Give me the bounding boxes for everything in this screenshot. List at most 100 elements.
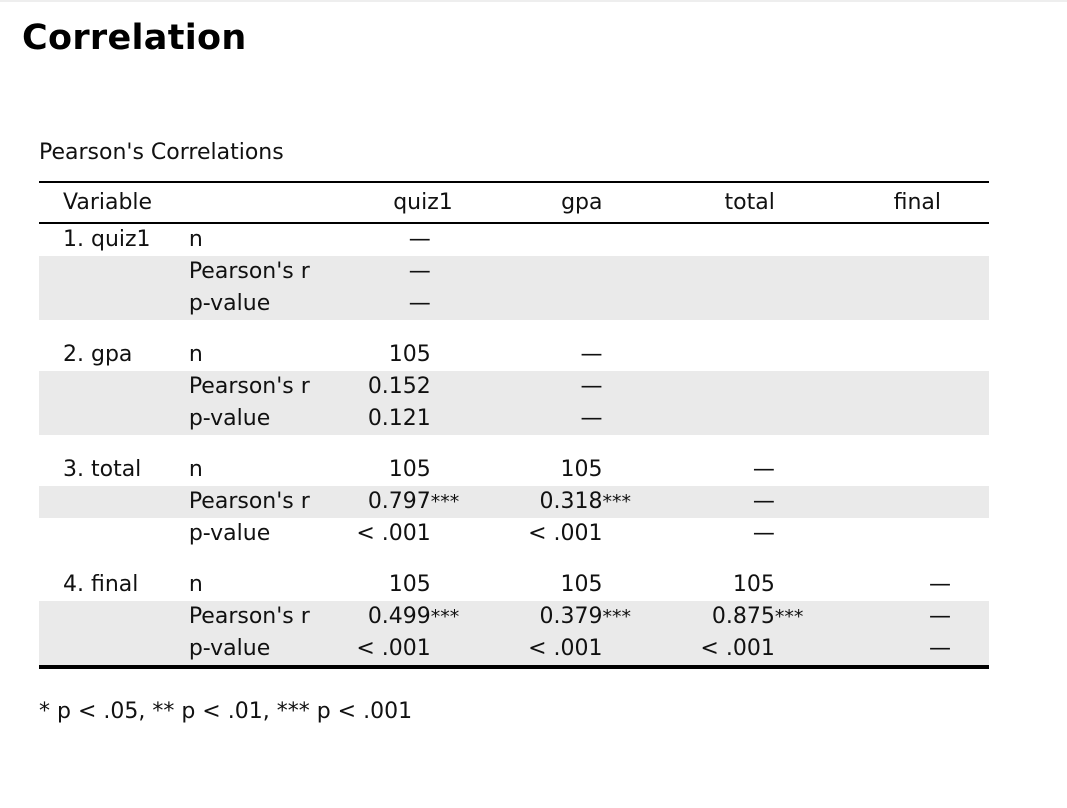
- cell-value: 105: [560, 572, 603, 597]
- cell-value: —: [580, 406, 603, 431]
- stat-label-cell: p-value: [188, 633, 327, 669]
- spacer-cell: [189, 550, 327, 569]
- table-row: 4. final n 105 105 105 —: [39, 569, 989, 601]
- cell-value: 0.379: [539, 604, 603, 629]
- cell-value: —: [929, 572, 951, 597]
- cell-value-wrap: —: [640, 518, 812, 550]
- cell-value-wrap: < .001: [327, 518, 469, 550]
- variable-cell: [39, 601, 189, 633]
- cell-value-wrap: 105: [327, 569, 469, 601]
- cell-quiz1: 0.499***: [326, 601, 469, 633]
- cell-value-wrap: —: [327, 288, 469, 320]
- top-divider: [0, 0, 1067, 2]
- variable-cell: [39, 518, 189, 550]
- spacer-cell: [327, 320, 469, 339]
- spacer-cell: [469, 550, 641, 569]
- stat-label-cell: n: [188, 572, 203, 597]
- cell-total: —: [640, 454, 812, 486]
- variable-cell: [39, 486, 189, 518]
- header-total: total: [640, 181, 813, 224]
- header-stat: [188, 181, 327, 224]
- cell-gpa: 0.379***: [468, 601, 641, 633]
- cell-gpa: 105: [469, 569, 641, 601]
- stat-label-cell: Pearson's r: [188, 371, 327, 403]
- spacer-cell: [189, 435, 327, 454]
- cell-quiz1: 105: [327, 339, 469, 371]
- cell-value-wrap: < .001: [469, 633, 641, 665]
- table-row: Pearson's r 0.499*** 0.379*** 0.875*** —: [39, 601, 989, 633]
- table-row: Pearson's r —: [39, 256, 989, 288]
- significance-stars: ***: [430, 606, 460, 628]
- group-spacer: [39, 550, 989, 569]
- cell-value-wrap: [640, 224, 812, 256]
- cell-quiz1: —: [327, 223, 469, 256]
- spacer-cell: [39, 550, 189, 569]
- spacer-cell: [189, 320, 327, 339]
- table-row: Pearson's r 0.152 —: [39, 371, 989, 403]
- cell-value: —: [408, 227, 431, 252]
- cell-value-wrap: —: [640, 486, 812, 518]
- significance-footnote: * p < .05, ** p < .01, *** p < .001: [39, 699, 413, 724]
- cell-value: —: [408, 291, 431, 316]
- cell-gpa: 0.318***: [468, 486, 641, 518]
- cell-value-wrap: [469, 256, 641, 288]
- significance-stars: ***: [774, 606, 804, 628]
- cell-total: 105: [640, 569, 812, 601]
- cell-total: [640, 256, 813, 288]
- cell-quiz1: 0.121: [326, 403, 469, 435]
- group-spacer: [39, 320, 989, 339]
- significance-stars: ***: [602, 491, 631, 513]
- spacer-cell: [813, 435, 989, 454]
- cell-value: 105: [732, 572, 775, 597]
- cell-total: [640, 339, 812, 371]
- stat-label-cell: n: [188, 227, 203, 252]
- variable-cell: [39, 633, 189, 669]
- stat-label-cell: p-value: [188, 403, 327, 435]
- cell-value-wrap: [469, 224, 641, 256]
- cell-value: < .001: [356, 636, 431, 661]
- cell-value: —: [752, 457, 775, 482]
- cell-value-wrap: 105: [469, 569, 641, 601]
- stat-label-cell: Pearson's r: [188, 256, 327, 288]
- stat-label-cell: Pearson's r: [188, 601, 327, 633]
- cell-quiz1: —: [326, 288, 469, 320]
- correlation-table: Variable quiz1 gpa total final 1. quiz1 n…: [39, 181, 989, 669]
- cell-final: [813, 518, 989, 550]
- cell-value: 105: [560, 457, 603, 482]
- cell-total: —: [640, 518, 812, 550]
- cell-value: —: [752, 521, 775, 546]
- table-row: 1. quiz1 n —: [39, 223, 989, 256]
- cell-gpa: —: [468, 403, 641, 435]
- cell-final: [813, 454, 989, 486]
- cell-gpa: [468, 256, 641, 288]
- stat-label-cell: Pearson's r: [188, 486, 327, 518]
- cell-value-wrap: 0.875***: [640, 601, 812, 633]
- variable-cell: 2. gpa: [63, 342, 133, 367]
- cell-quiz1: 105: [327, 569, 469, 601]
- cell-value-wrap: 0.318***: [469, 486, 641, 518]
- cell-value-wrap: [640, 403, 812, 435]
- cell-total: [640, 371, 813, 403]
- cell-final: [812, 288, 989, 320]
- cell-gpa: —: [469, 339, 641, 371]
- cell-value-wrap: < .001: [327, 633, 469, 665]
- cell-value-wrap: —: [469, 339, 641, 371]
- cell-value: 0.797: [367, 489, 431, 514]
- group-spacer: [39, 435, 989, 454]
- cell-value-wrap: [640, 371, 812, 403]
- table-row: Pearson's r 0.797 *** 0.318*** —: [39, 486, 989, 518]
- cell-quiz1: 0.152: [326, 371, 469, 403]
- spacer-cell: [640, 550, 812, 569]
- cell-total: [640, 223, 812, 256]
- cell-gpa: 105: [469, 454, 641, 486]
- cell-value-wrap: [813, 256, 989, 288]
- cell-gpa: [469, 223, 641, 256]
- cell-value-wrap: 0.379***: [469, 601, 641, 633]
- cell-value-wrap: 0.121: [327, 403, 469, 435]
- cell-value: 105: [388, 342, 431, 367]
- cell-gpa: < .001: [469, 518, 641, 550]
- significance-stars: ***: [602, 606, 631, 628]
- cell-final: [813, 339, 989, 371]
- cell-final: [812, 256, 989, 288]
- cell-value-wrap: [813, 288, 989, 320]
